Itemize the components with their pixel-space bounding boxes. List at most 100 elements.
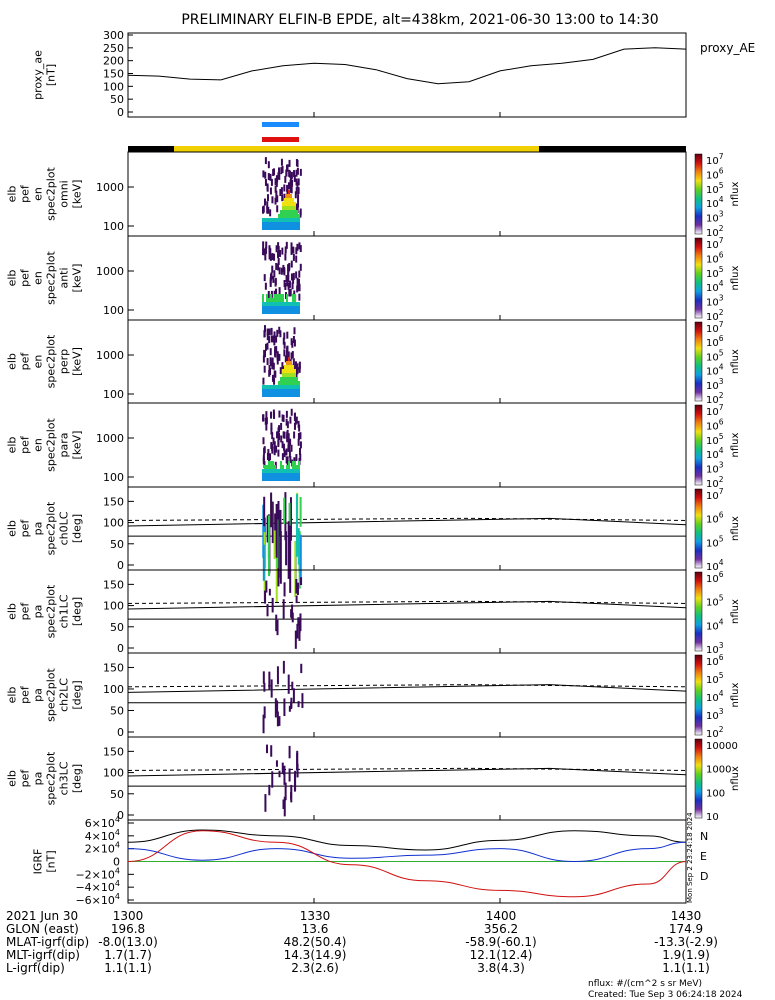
- pa-strip: [293, 773, 296, 792]
- spec-cell: [298, 306, 300, 310]
- colorbar-tick-anti-3: 104: [706, 279, 724, 294]
- pa-strip: [262, 671, 265, 684]
- spec-cell: [276, 393, 278, 397]
- spec-cell: [292, 214, 294, 218]
- pa-strip: [289, 497, 292, 541]
- ylabel-ch3-3: spec2plot: [45, 751, 58, 805]
- spec-speck: [269, 187, 272, 195]
- spec-cell: [288, 222, 290, 226]
- spec-speck: [287, 275, 290, 283]
- spec-cell: [286, 198, 288, 202]
- spec-speck: [262, 437, 265, 445]
- pa-strip: [300, 577, 303, 586]
- spec-cell: [292, 389, 294, 393]
- spec-speck: [281, 441, 284, 449]
- spec-cell: [282, 477, 284, 481]
- panel-anti: elb pef en spec2plot anti [keV] 10001001071061…: [6, 235, 741, 323]
- spec-cell: [284, 377, 286, 381]
- spec-speck: [291, 179, 294, 187]
- ytick-igrf-1: 4×104: [85, 828, 120, 843]
- lc-solid-upper: [127, 600, 687, 610]
- spec-speck: [263, 365, 266, 373]
- spec-cell: [264, 473, 266, 477]
- ytick-ch2-3: 0: [117, 726, 124, 739]
- spec-cell: [288, 310, 290, 314]
- spec-speck: [274, 349, 277, 357]
- spec-cell: [286, 385, 288, 389]
- footer-value-2-0: -8.0(13.0): [98, 935, 158, 949]
- spec-cell: [290, 393, 292, 397]
- spec-speck: [264, 178, 267, 186]
- footer-value-4-2: 3.8(4.3): [477, 961, 525, 975]
- pa-strip: [264, 794, 267, 812]
- spec-cell: [266, 226, 268, 230]
- spec-speck: [286, 355, 289, 363]
- pa-strip: [296, 750, 299, 771]
- spec-cell: [268, 298, 270, 302]
- spec-cell: [294, 214, 296, 218]
- spec-speck: [297, 432, 300, 440]
- panel-frame-ch3: [127, 736, 687, 821]
- spec-cell: [290, 369, 292, 373]
- spec-cell: [286, 202, 288, 206]
- ylabel-ch0-4: ch0LC: [58, 511, 71, 545]
- spec-speck: [270, 335, 273, 343]
- ylabel-anti-3: spec2plot: [45, 251, 58, 305]
- colorbar-tick-perp-1: 106: [706, 334, 724, 349]
- spec-cell: [262, 222, 264, 226]
- spec-cell: [272, 222, 274, 226]
- spec-cell: [298, 477, 300, 481]
- spec-speck: [282, 337, 285, 345]
- spec-cell: [296, 218, 298, 222]
- spec-speck: [269, 173, 272, 181]
- spec-speck: [280, 167, 283, 175]
- spec-cell: [290, 306, 292, 310]
- spec-speck: [280, 267, 283, 275]
- spec-speck: [262, 414, 265, 422]
- spec-cell: [268, 393, 270, 397]
- spec-cell: [262, 393, 264, 397]
- spec-cell: [278, 226, 280, 230]
- proxy-ae-line: [127, 47, 687, 85]
- ylabel-para-2: en: [32, 438, 45, 452]
- pa-strip: [282, 599, 285, 619]
- ytick-ch0-3: 0: [117, 559, 124, 572]
- spec-cell: [298, 214, 300, 218]
- spec-cell: [274, 469, 276, 473]
- pa-strip: [295, 494, 298, 557]
- spec-speck: [264, 350, 267, 358]
- pa-strip: [277, 500, 280, 549]
- spec-speck: [293, 327, 296, 335]
- spec-speck: [284, 253, 287, 261]
- spec-speck: [264, 253, 267, 261]
- spec-cell: [294, 298, 296, 302]
- panel-perp: elb pef en spec2plot perp [keV] 10001001071061…: [6, 319, 741, 406]
- spec-speck: [286, 164, 289, 172]
- spec-cell: [270, 461, 272, 465]
- igrf-line-E: [127, 841, 687, 863]
- spec-cell: [280, 461, 282, 465]
- spec-cell: [284, 222, 286, 226]
- pa-strip: [268, 588, 271, 596]
- spec-cell: [272, 393, 274, 397]
- spec-cell: [290, 206, 292, 210]
- spec-cell: [286, 306, 288, 310]
- spec-cell: [280, 294, 282, 298]
- colorbar-tick-ch3-1: 1000: [706, 765, 731, 776]
- pa-strip: [276, 666, 279, 685]
- pa-strip: [282, 660, 285, 674]
- colorbar-tick-para-1: 106: [706, 417, 724, 432]
- ylabel-ae-0: proxy_ae: [32, 50, 45, 100]
- spec-cell: [286, 294, 288, 298]
- spec-cell: [264, 385, 266, 389]
- spec-speck: [264, 282, 267, 290]
- pa-strip: [278, 716, 281, 726]
- spec-cell: [278, 473, 280, 477]
- colorbar-tick-omni-1: 106: [706, 166, 724, 181]
- footer-value-2-3: -13.3(-2.9): [654, 935, 718, 949]
- igrf-legend-D: D: [700, 870, 708, 883]
- pa-strip: [287, 521, 290, 579]
- spec-speck: [284, 355, 287, 363]
- spec-speck: [275, 190, 278, 198]
- spec-cell: [264, 310, 266, 314]
